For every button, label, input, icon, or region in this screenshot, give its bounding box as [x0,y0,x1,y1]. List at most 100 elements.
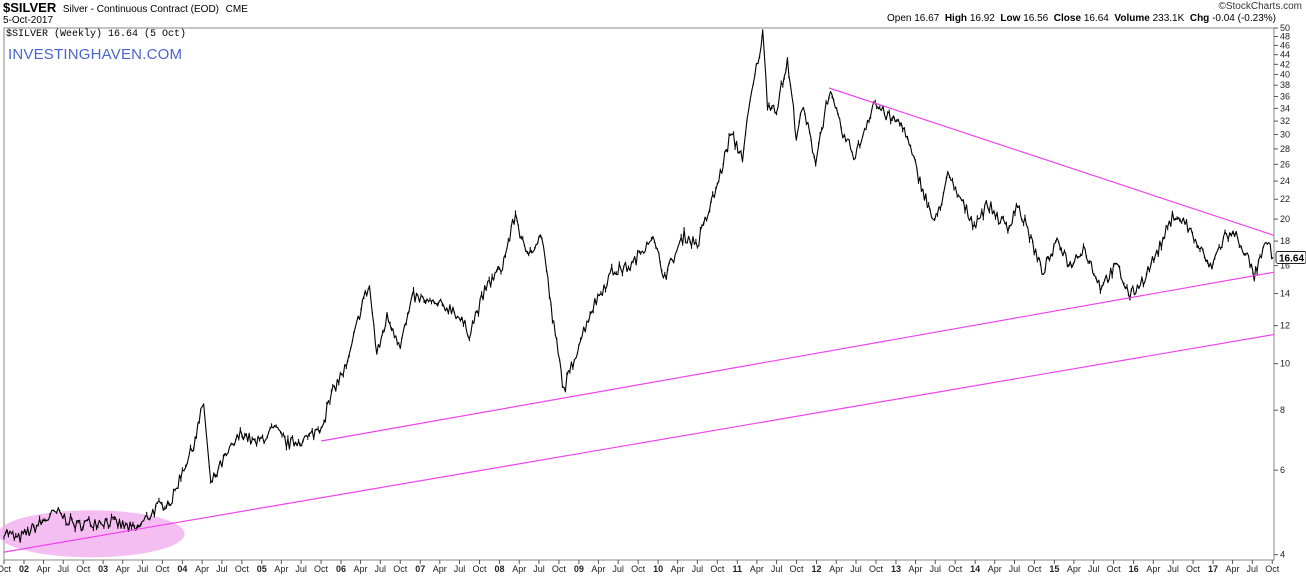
chart-date: 5-Oct-2017 [3,15,54,26]
y-tick-label: 6 [1280,465,1285,475]
y-tick-label: 44 [1280,50,1290,60]
x-tick-label: Jul [1088,564,1100,574]
chg-label: Chg [1189,13,1210,24]
x-tick-label: Apr [512,564,526,574]
x-tick-label: Jul [533,564,545,574]
x-tick-label: Jul [1247,564,1259,574]
y-tick-label: 28 [1280,144,1290,154]
x-tick-label: Oct [869,564,884,574]
plot-legend: $SILVER (Weekly) 16.64 (5 Oct) [6,29,187,40]
x-tick-label: Oct [155,564,170,574]
watermark: INVESTINGHAVEN.COM [8,46,183,63]
x-tick-label: Jul [295,564,307,574]
x-tick-label: Oct [631,564,646,574]
y-tick-label: 46 [1280,40,1290,50]
y-tick-label: 42 [1280,59,1290,69]
x-tick-label: Oct [393,564,408,574]
x-tick-label: Oct [1107,564,1122,574]
x-tick-label: Oct [790,564,805,574]
x-tick-label: 09 [574,564,584,574]
y-tick-label: 26 [1280,159,1290,169]
exchange: CME [225,4,248,15]
plot-area [3,27,1275,561]
x-tick-label: Jul [1009,564,1021,574]
x-tick-label: Jul [612,564,624,574]
trendline-3 [3,333,1275,553]
x-tick-label: Jul [216,564,228,574]
x-tick-label: Apr [116,564,130,574]
x-tick-label: 14 [970,564,980,574]
x-tick-label: Jul [929,564,941,574]
x-tick-label: Apr [195,564,209,574]
y-tick-label: 18 [1280,236,1290,246]
x-tick-label: Apr [1146,564,1160,574]
x-tick-label: Apr [988,564,1002,574]
y-tick-label: 4 [1280,550,1285,560]
x-tick-label: Oct [552,564,567,574]
x-tick-label: 05 [257,564,267,574]
x-tick-label: 07 [415,564,425,574]
y-tick-label: 48 [1280,32,1290,42]
x-tick-label: Apr [274,564,288,574]
x-tick-label: Apr [829,564,843,574]
price-line [3,29,1274,543]
open-value: 16.67 [914,13,940,24]
x-tick-label: Jul [771,564,783,574]
high-value: 16.92 [969,13,995,24]
ohlc-readout: Open 16.67 High 16.92 Low 16.56 Close 16… [887,13,1276,24]
x-tick-label: 16 [1129,564,1139,574]
x-tick-label: Oct [76,564,91,574]
x-tick-label: Apr [36,564,50,574]
x-tick-label: Jul [454,564,466,574]
x-tick-label: Jul [137,564,149,574]
symbol-description: Silver - Continuous Contract (EOD) [62,4,220,15]
y-tick-label: 38 [1280,80,1290,90]
x-tick-label: 15 [1049,564,1059,574]
x-tick-label: Apr [1226,564,1240,574]
x-tick-label: 06 [336,564,346,574]
x-tick-label: Oct [314,564,329,574]
x-tick-label: Jul [850,564,862,574]
last-price-tag [1275,251,1306,264]
high-label: High [944,13,968,24]
x-tick-label: 04 [177,564,187,574]
y-tick-label: 8 [1280,405,1285,415]
low-value: 16.56 [1023,13,1049,24]
chart-header: $SILVER Silver - Continuous Contract (EO… [0,0,1306,28]
y-tick-label: 22 [1280,194,1290,204]
x-tick-label: Oct [1265,564,1280,574]
y-tick-label: 32 [1280,116,1290,126]
volume-label: Volume [1114,13,1150,24]
x-tick-label: Oct [0,564,11,574]
support-highlight-zone [0,510,185,558]
x-tick-label: Apr [433,564,447,574]
x-tick-label: Oct [235,564,250,574]
brand-credit: ©StockCharts.com [1218,1,1302,12]
x-tick-label: Jul [375,564,387,574]
close-label: Close [1053,13,1082,24]
x-tick-label: Oct [1186,564,1201,574]
chg-value: -0.04 (-0.23%) [1212,13,1276,24]
x-tick-label: Apr [671,564,685,574]
close-value: 16.64 [1083,13,1109,24]
y-tick-label: 50 [1280,23,1290,33]
trendline-1 [828,87,1275,236]
y-tick-label: 36 [1280,92,1290,102]
x-tick-label: 17 [1208,564,1218,574]
low-label: Low [1000,13,1021,24]
x-tick-label: Jul [1167,564,1179,574]
x-tick-label: Apr [354,564,368,574]
y-tick-label: 10 [1280,359,1290,369]
x-tick-label: Jul [692,564,704,574]
y-tick-label: 16 [1280,261,1290,271]
x-tick-label: Oct [472,564,487,574]
symbol-title: $SILVER Silver - Continuous Contract (EO… [3,0,248,15]
y-tick-label: 34 [1280,103,1290,113]
open-label: Open [886,13,912,24]
x-tick-label: Jul [57,564,69,574]
y-tick-label: 14 [1280,288,1290,298]
x-tick-label: Apr [1067,564,1081,574]
x-tick-label: 10 [653,564,663,574]
symbol: $SILVER [3,0,57,15]
